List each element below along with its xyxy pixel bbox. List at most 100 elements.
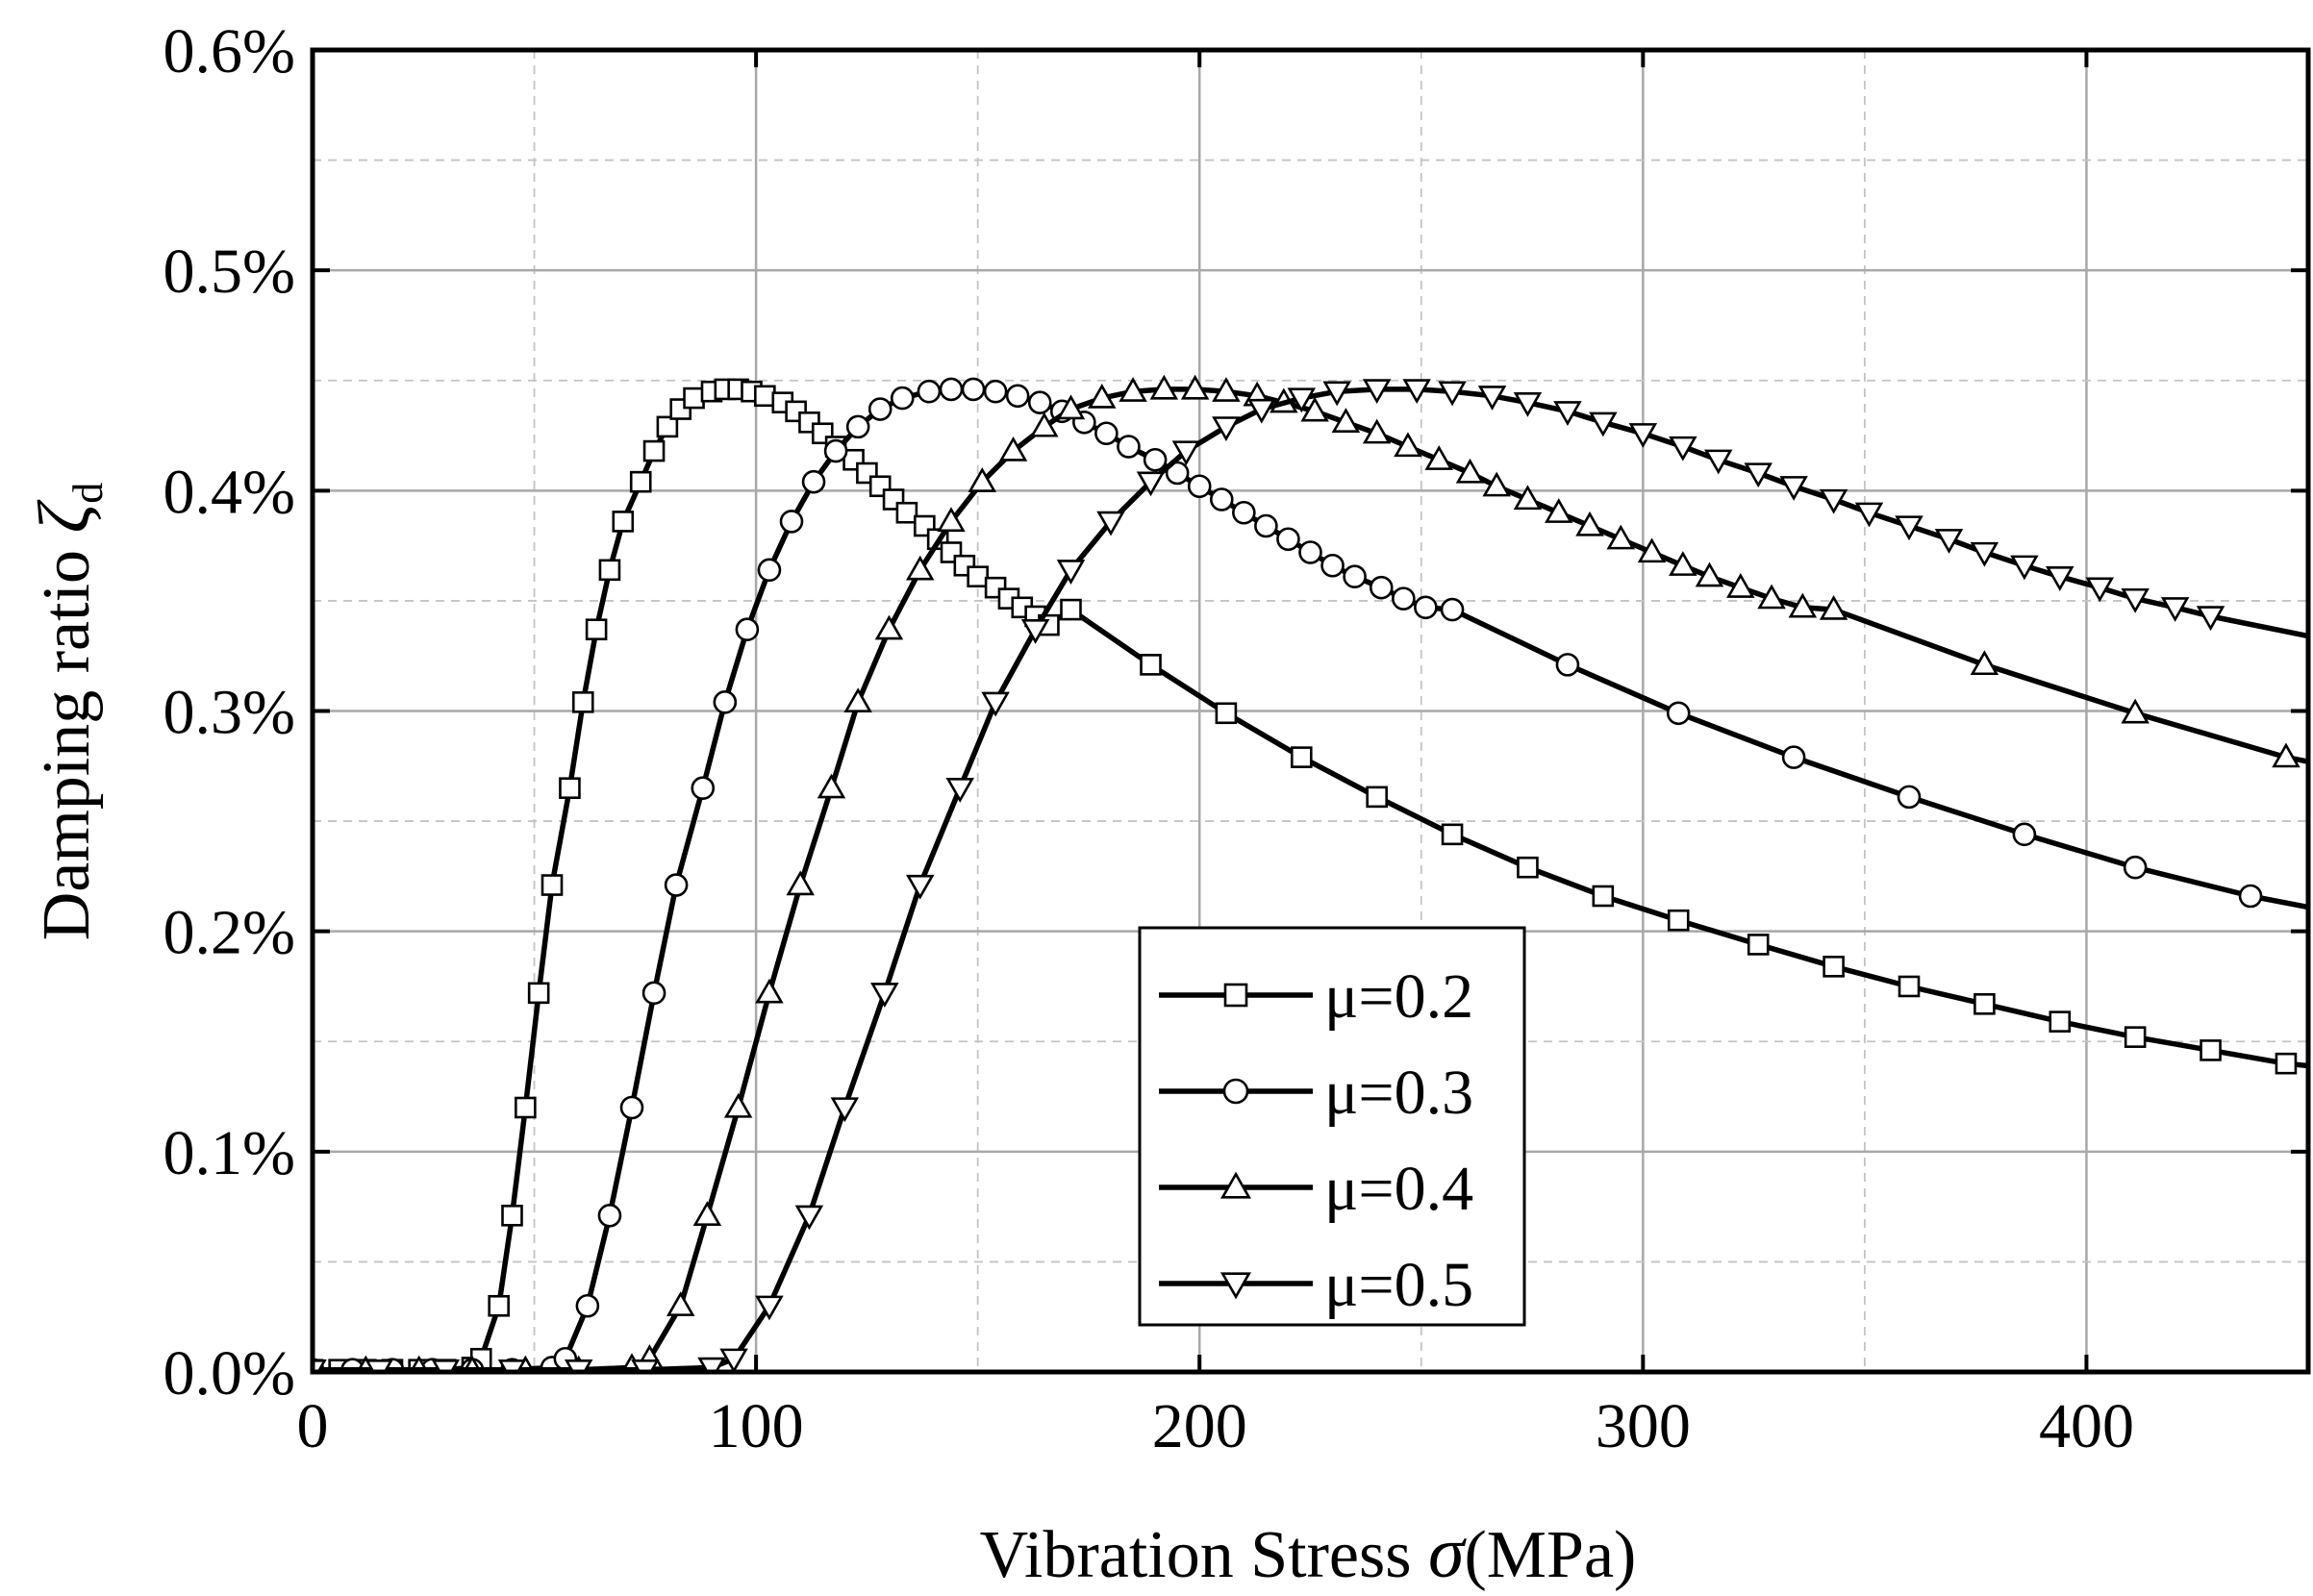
data-point-marker	[983, 379, 1008, 404]
data-point-marker	[1187, 474, 1212, 499]
data-point-marker	[1592, 885, 1615, 908]
data-point-marker	[1669, 436, 1697, 461]
data-point-marker	[629, 470, 652, 493]
data-point-marker	[1477, 386, 1507, 411]
y-tick-label: 0.5%	[163, 237, 295, 307]
data-point-marker	[1392, 586, 1416, 611]
data-point-marker	[843, 687, 872, 713]
data-point-marker	[2049, 1010, 2072, 1033]
data-point-marker	[1096, 511, 1125, 536]
legend-marker	[1222, 1078, 1249, 1105]
data-point-marker	[656, 415, 679, 438]
data-point-marker	[917, 379, 942, 404]
data-point-marker	[541, 874, 564, 896]
y-tick-label: 0.1%	[163, 1118, 295, 1188]
data-point-marker	[1628, 423, 1658, 448]
legend-label: μ=0.2	[1324, 961, 1473, 1032]
data-point-marker	[1455, 458, 1485, 484]
legend-label: μ=0.5	[1324, 1250, 1473, 1320]
x-tick-label: 200	[1152, 1391, 1247, 1461]
data-point-marker	[697, 1357, 726, 1372]
data-point-marker	[1517, 856, 1539, 879]
data-point-marker	[2121, 587, 2150, 613]
data-point-marker	[1414, 595, 1438, 620]
data-point-marker	[874, 614, 904, 640]
data-point-marker	[683, 387, 705, 410]
data-point-marker	[2010, 555, 2039, 581]
axis-ticks	[311, 48, 2308, 1374]
data-point-marker	[968, 467, 997, 492]
data-point-marker	[817, 773, 846, 799]
data-point-marker	[1897, 785, 1922, 810]
data-point-marker	[945, 778, 974, 803]
data-point-marker	[2160, 597, 2190, 622]
data-point-marker	[1402, 379, 1431, 405]
data-point-marker	[757, 558, 782, 583]
data-point-marker	[779, 510, 804, 534]
data-point-marker	[1136, 471, 1166, 497]
data-point-marker	[1553, 401, 1582, 426]
data-point-marker	[1637, 537, 1667, 563]
data-point-marker	[961, 377, 986, 402]
legend-entry: μ=0.5	[1159, 1250, 1473, 1320]
data-point-marker	[937, 507, 966, 533]
data-point-marker	[575, 1293, 600, 1318]
data-point-marker	[1215, 702, 1238, 725]
data-point-marker	[1703, 449, 1733, 475]
data-point-marker	[735, 617, 760, 642]
data-point-marker	[1394, 432, 1422, 458]
data-point-marker	[1575, 511, 1604, 536]
data-point-marker	[1290, 746, 1313, 768]
data-point-marker	[870, 983, 899, 1008]
data-point-marker	[2275, 1052, 2298, 1075]
data-point-marker	[754, 385, 776, 408]
data-point-marker	[1276, 527, 1300, 552]
data-point-marker	[755, 1295, 784, 1321]
data-point-marker	[598, 559, 621, 582]
data-point-marker	[1823, 956, 1845, 978]
data-point-marker	[1140, 654, 1162, 676]
legend-label: μ=0.4	[1324, 1154, 1473, 1224]
series-4	[313, 379, 2308, 1372]
data-point-marker	[1440, 597, 1465, 622]
x-tick-labels: 0 100 200 300 400	[297, 1391, 2134, 1461]
data-point-marker	[1667, 909, 1690, 932]
data-point-marker	[719, 1348, 748, 1372]
data-point-marker	[1898, 975, 1921, 998]
data-point-marker	[1757, 584, 1786, 610]
data-point-marker	[1513, 391, 1543, 417]
data-point-marker	[1695, 561, 1724, 587]
legend-marker	[1220, 1171, 1251, 1199]
data-point-marker	[1331, 408, 1361, 433]
legend-marker	[1223, 983, 1248, 1008]
x-tick-label: 300	[1596, 1391, 1691, 1461]
data-point-marker	[1362, 379, 1392, 405]
data-point-marker	[1424, 445, 1453, 470]
data-point-marker	[2046, 566, 2074, 591]
data-point-marker	[867, 397, 893, 421]
x-tick-label: 400	[2039, 1391, 2134, 1461]
data-point-marker	[1088, 383, 1117, 409]
data-point-marker	[1060, 598, 1082, 621]
data-point-marker	[692, 1201, 722, 1226]
data-point-marker	[597, 1203, 622, 1228]
data-point-marker	[1287, 387, 1317, 413]
data-point-marker	[501, 1204, 523, 1227]
data-point-marker	[1171, 440, 1201, 466]
data-point-marker	[1298, 540, 1322, 564]
data-point-marker	[1747, 934, 1770, 956]
data-point-marker	[559, 777, 581, 800]
data-point-marker	[1030, 411, 1059, 437]
data-point-marker	[1726, 573, 1755, 598]
data-point-marker	[2196, 606, 2225, 632]
x-tick-label: 100	[709, 1391, 804, 1461]
y-tick-labels: 0.0% 0.1% 0.2% 0.3% 0.4% 0.5% 0.6%	[163, 16, 295, 1409]
data-point-marker	[1819, 594, 1848, 620]
data-point-marker	[1119, 377, 1147, 402]
data-point-marker	[1482, 471, 1511, 497]
data-point-marker	[1895, 515, 1923, 541]
y-tick-label: 0.2%	[163, 898, 295, 968]
legend-marker	[1220, 1272, 1251, 1300]
data-point-marker	[1056, 560, 1086, 585]
data-point-marker	[1513, 485, 1543, 511]
